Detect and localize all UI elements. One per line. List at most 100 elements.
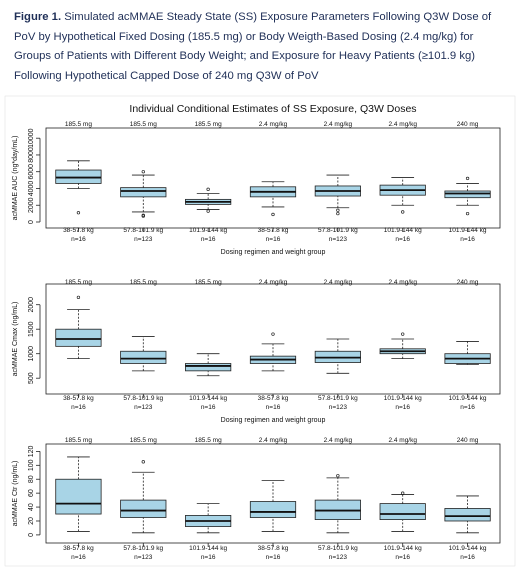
- x-axis-label: Dosing regimen and weight group: [221, 249, 326, 256]
- x-axis-label: Dosing regimen and weight group: [221, 417, 326, 424]
- x-category-label: 101.9-144 kg: [449, 545, 487, 552]
- y-tick-label: 20: [28, 517, 35, 525]
- dose-label: 2.4 mg/kg: [259, 437, 288, 444]
- x-n-label: n=16: [71, 236, 86, 243]
- box: [185, 363, 232, 372]
- dose-label: 185.5 mg: [130, 437, 157, 444]
- x-n-label: n=16: [395, 236, 410, 243]
- outlier-point: [465, 176, 470, 181]
- outlier-point: [76, 295, 81, 300]
- y-tick-label: 2000: [28, 297, 35, 313]
- dose-label: 185.5 mg: [195, 279, 222, 286]
- outlier-point: [141, 460, 145, 464]
- outlier-point: [401, 491, 405, 495]
- outlier-point: [336, 208, 340, 212]
- outlier-point: [465, 211, 470, 216]
- x-category-label: 101.9-144 kg: [189, 227, 227, 234]
- x-category-label: 101.9-144 kg: [449, 227, 487, 234]
- y-tick-label: 40: [28, 503, 35, 511]
- outlier-point: [271, 212, 275, 217]
- dose-label: 2.4 mg/kg: [259, 279, 288, 286]
- outlier-point: [76, 211, 81, 215]
- dose-label: 2.4 mg/kg: [324, 279, 353, 286]
- dose-label: 185.5 mg: [65, 279, 92, 286]
- y-tick-label: 120: [28, 445, 35, 457]
- outlier-point: [141, 170, 145, 174]
- y-axis-label: acMMAE Ctr (ng/mL): [12, 461, 19, 527]
- x-category-label: 38-57.8 kg: [63, 545, 94, 552]
- y-tick-label: 6000: [28, 164, 35, 180]
- x-category-label: 101.9-144 kg: [189, 395, 227, 402]
- y-tick-label: 0: [28, 220, 35, 224]
- x-n-label: n=16: [395, 554, 410, 561]
- x-n-label: n=123: [134, 404, 153, 411]
- x-n-label: n=123: [329, 404, 348, 411]
- x-category-label: 57.8-101.9 kg: [318, 227, 358, 234]
- x-category-label: 57.8-101.9 kg: [318, 545, 358, 552]
- box: [444, 508, 491, 522]
- x-n-label: n=16: [201, 554, 216, 561]
- dose-label: 185.5 mg: [130, 279, 157, 286]
- dose-label: 2.4 mg/kg: [388, 121, 417, 128]
- figure-label: Figure 1.: [14, 11, 62, 23]
- box: [55, 478, 102, 515]
- dose-label: 185.5 mg: [130, 121, 157, 128]
- outlier-point: [206, 209, 210, 213]
- dose-label: 2.4 mg/kg: [324, 437, 353, 444]
- outlier-point: [206, 187, 210, 191]
- y-tick-label: 10000: [28, 128, 35, 148]
- dose-label: 185.5 mg: [65, 437, 92, 444]
- box: [120, 350, 167, 364]
- dose-label: 2.4 mg/kg: [324, 121, 353, 128]
- x-n-label: n=16: [201, 236, 216, 243]
- y-tick-label: 2000: [28, 197, 35, 213]
- y-tick-label: 60: [28, 489, 35, 497]
- outlier-point: [336, 474, 340, 478]
- x-category-label: 57.8-101.9 kg: [123, 395, 163, 402]
- y-tick-label: 1000: [28, 346, 35, 362]
- figure-caption-text: Simulated acMMAE Steady State (SS) Expos…: [14, 11, 492, 82]
- dose-label: 240 mg: [457, 437, 479, 444]
- y-tick-label: 500: [28, 372, 35, 384]
- x-category-label: 57.8-101.9 kg: [318, 395, 358, 402]
- x-category-label: 101.9-144 kg: [384, 545, 422, 552]
- x-n-label: n=16: [201, 404, 216, 411]
- dose-label: 185.5 mg: [65, 121, 92, 128]
- outlier-point: [271, 332, 275, 336]
- x-category-label: 38-57.8 kg: [258, 395, 289, 402]
- dose-label: 2.4 mg/kg: [259, 121, 288, 128]
- x-n-label: n=123: [134, 236, 153, 243]
- x-n-label: n=16: [266, 236, 281, 243]
- outlier-point: [336, 211, 340, 216]
- dose-label: 240 mg: [457, 121, 479, 128]
- x-category-label: 57.8-101.9 kg: [123, 545, 163, 552]
- box: [249, 501, 297, 518]
- x-category-label: 101.9-144 kg: [384, 395, 422, 402]
- x-n-label: n=123: [329, 554, 348, 561]
- dose-label: 2.4 mg/kg: [388, 279, 417, 286]
- outlier-point: [401, 210, 405, 214]
- x-n-label: n=16: [460, 554, 475, 561]
- y-axis-label: acMMAE Cmax (ng/mL): [12, 302, 19, 377]
- dose-label: 185.5 mg: [195, 437, 222, 444]
- x-category-label: 38-57.8 kg: [63, 227, 94, 234]
- dose-label: 240 mg: [457, 279, 479, 286]
- x-category-label: 101.9-144 kg: [384, 227, 422, 234]
- y-tick-label: 4000: [28, 181, 35, 197]
- x-n-label: n=16: [71, 554, 86, 561]
- dose-label: 185.5 mg: [195, 121, 222, 128]
- x-n-label: n=16: [266, 554, 281, 561]
- y-axis-label: acMMAE AUC (ng*day/mL): [12, 136, 19, 221]
- x-n-label: n=16: [266, 404, 281, 411]
- figure-caption: Figure 1. Simulated acMMAE Steady State …: [14, 8, 508, 86]
- y-tick-label: 8000: [28, 147, 35, 163]
- x-category-label: 101.9-144 kg: [189, 545, 227, 552]
- x-category-label: 38-57.8 kg: [258, 227, 289, 234]
- x-category-label: 57.8-101.9 kg: [123, 227, 163, 234]
- box: [120, 187, 167, 198]
- y-tick-label: 100: [28, 459, 35, 471]
- x-n-label: n=123: [134, 554, 153, 561]
- y-tick-label: 0: [28, 533, 35, 537]
- x-n-label: n=16: [460, 404, 475, 411]
